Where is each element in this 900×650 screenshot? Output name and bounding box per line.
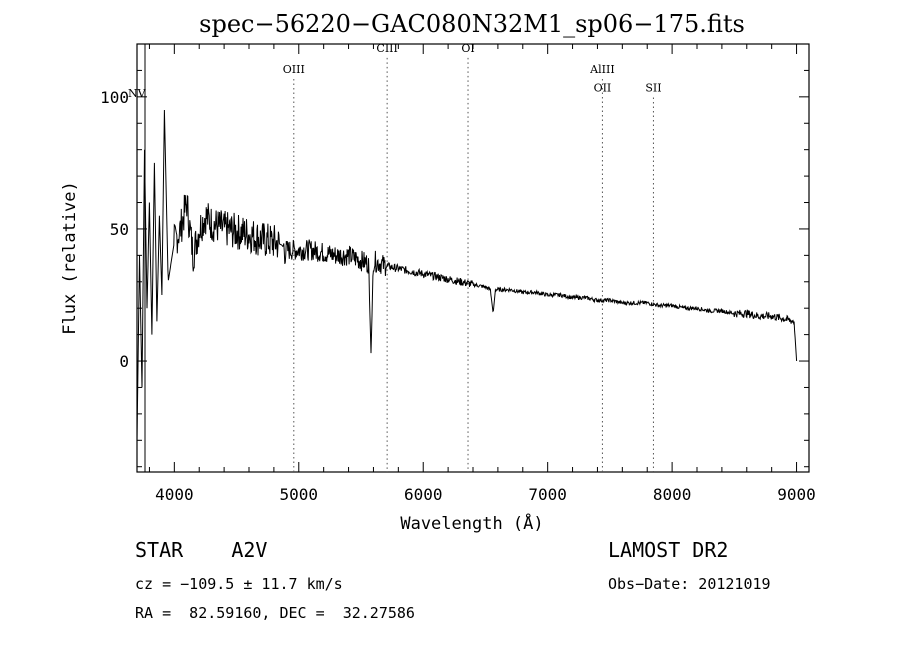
line-marker-label: OII — [594, 82, 612, 95]
line-marker-label: CIII — [376, 42, 397, 55]
x-tick-label: 5000 — [280, 485, 319, 504]
line-markers: NV OIII CIII OI AlIII OII SII — [128, 42, 662, 472]
x-tick-label: 9000 — [777, 485, 816, 504]
line-marker-label: AlIII — [589, 63, 615, 76]
line-marker-label: NV — [128, 87, 147, 100]
line-marker-label: OIII — [283, 63, 305, 76]
y-tick-label: 100 — [100, 88, 129, 107]
coordinates: RA = 82.59160, DEC = 32.27586 — [135, 604, 415, 622]
x-tick-label: 8000 — [653, 485, 692, 504]
line-marker-label: SII — [645, 82, 661, 95]
x-axis-label: Wavelength (Å) — [400, 512, 543, 534]
spectrum-line — [136, 109, 798, 441]
y-tick-label: 50 — [110, 220, 129, 239]
y-axis-label: Flux (relative) — [60, 181, 80, 335]
redshift-value: cz = −109.5 ± 11.7 km/s — [135, 575, 343, 593]
line-marker-label: OI — [461, 42, 474, 55]
y-tick-label: 0 — [119, 352, 129, 371]
x-tick-label: 4000 — [155, 485, 194, 504]
plot-frame — [136, 43, 810, 473]
survey-name: LAMOST DR2 — [608, 538, 729, 562]
object-class: STAR A2V — [135, 538, 268, 562]
chart-title: spec−56220−GAC080N32M1_sp06−175.fits — [199, 10, 745, 38]
x-tick-label: 6000 — [404, 485, 443, 504]
axis-ticks: 4000 5000 6000 7000 8000 9000 0 50 100 — [100, 43, 816, 504]
x-tick-label: 7000 — [528, 485, 567, 504]
observation-date: Obs−Date: 20121019 — [608, 575, 771, 593]
